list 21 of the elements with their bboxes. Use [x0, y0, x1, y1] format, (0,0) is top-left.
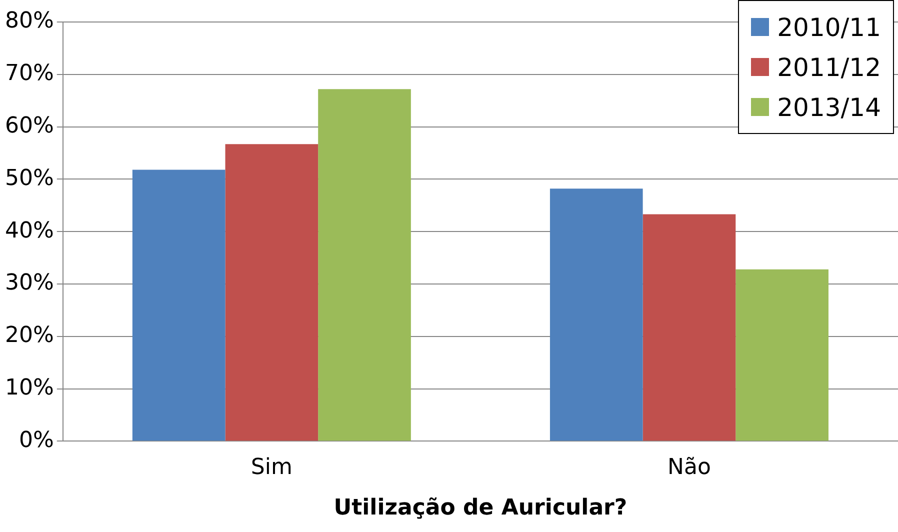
bar [318, 89, 411, 441]
x-tick-label: Sim [250, 455, 292, 480]
x-axis-title: Utilização de Auricular? [334, 496, 628, 521]
legend-label: 2010/11 [777, 12, 881, 42]
bar [225, 144, 318, 441]
y-tick-label: 50% [4, 166, 54, 191]
x-tick-label: Não [668, 455, 711, 480]
bar [736, 269, 828, 441]
y-tick-label: 40% [4, 218, 54, 244]
y-tick-label: 0% [18, 428, 54, 453]
legend-label: 2013/14 [777, 92, 881, 122]
bar [642, 214, 736, 441]
y-tick-label: 20% [4, 323, 54, 348]
y-tick-label: 70% [4, 61, 54, 86]
y-tick-label: 80% [4, 8, 54, 34]
bar [550, 188, 643, 441]
legend-label: 2011/12 [777, 52, 881, 82]
y-tick-label: 60% [4, 114, 54, 139]
y-tick-label: 30% [4, 270, 54, 296]
y-tick-label: 10% [4, 376, 54, 401]
bar [132, 170, 226, 441]
